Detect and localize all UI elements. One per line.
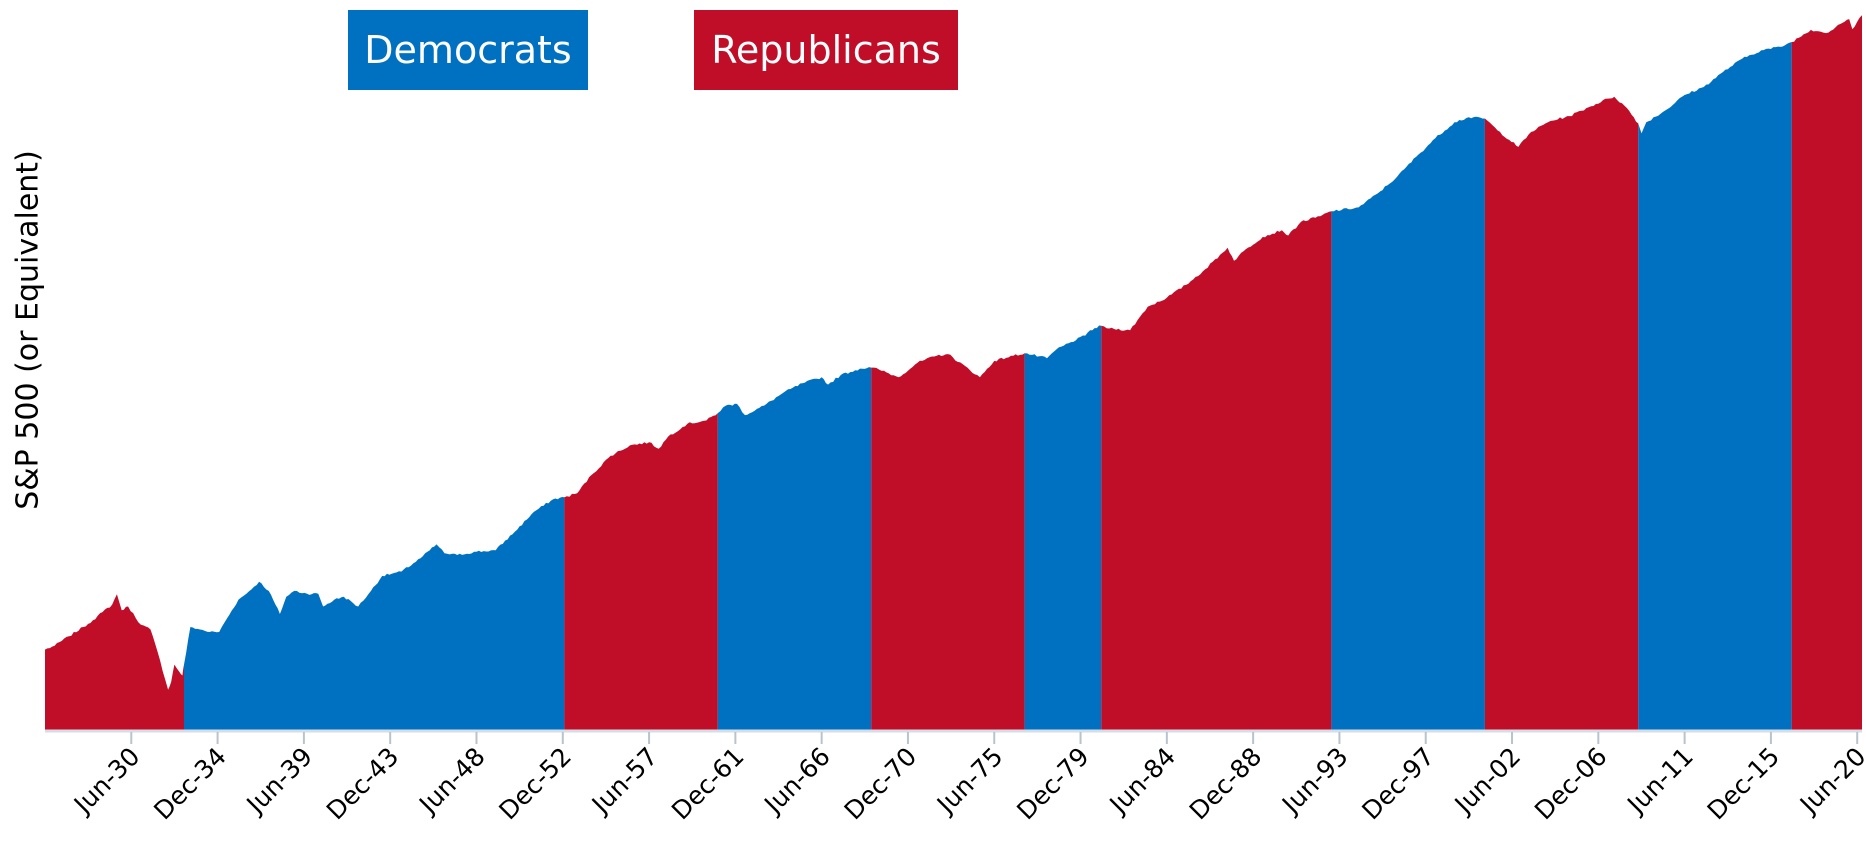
term-area-4-republicans [871, 353, 1025, 730]
x-tick-label: Jun-30 [67, 742, 145, 820]
x-tick-label: Dec-70 [839, 742, 923, 826]
x-axis-ticks: Jun-30 Dec-34 Jun-39 Dec-43 Jun-48 Dec-52 Jun-… [67, 732, 1866, 825]
x-tick-label: Dec-61 [666, 742, 750, 826]
legend-republicans: Republicans [694, 10, 958, 90]
x-tick-label: Dec-06 [1529, 742, 1613, 826]
term-area-3-democrats [717, 367, 872, 730]
x-tick-label: Dec-34 [148, 742, 232, 826]
x-tick-label: Jun-48 [412, 742, 490, 820]
term-area-10-republicans [1791, 15, 1862, 731]
term-area-8-republicans [1484, 96, 1639, 731]
term-area-6-republicans [1101, 211, 1332, 730]
x-tick-label: Jun-93 [1275, 742, 1353, 820]
x-tick-label: Dec-43 [321, 742, 405, 826]
x-tick-label: Dec-79 [1011, 742, 1095, 826]
x-tick-label: Dec-52 [493, 742, 577, 826]
x-tick-label: Dec-88 [1184, 742, 1268, 826]
party-area-bands [45, 15, 1862, 731]
x-tick-label: Jun-20 [1793, 742, 1866, 820]
x-tick-label: Jun-75 [930, 742, 1008, 820]
x-tick-label: Dec-15 [1702, 742, 1786, 826]
x-tick-label: Jun-57 [585, 742, 663, 820]
legend-democrats-label: Democrats [364, 28, 572, 72]
term-area-1-democrats [184, 497, 565, 730]
legend-democrats: Democrats [348, 10, 588, 90]
x-tick-label: Jun-66 [757, 742, 835, 820]
term-area-7-democrats [1331, 116, 1485, 730]
x-tick-label: Jun-39 [240, 742, 318, 820]
term-area-5-democrats [1024, 325, 1102, 730]
x-tick-label: Jun-84 [1103, 742, 1181, 820]
term-area-2-republicans [564, 413, 718, 730]
term-area-9-democrats [1638, 42, 1792, 730]
x-tick-label: Jun-11 [1620, 742, 1698, 820]
term-area-0-republicans [45, 594, 184, 730]
x-tick-label: Dec-97 [1356, 742, 1440, 826]
y-axis-label-text: S&P 500 (or Equivalent) [10, 150, 46, 510]
legend-republicans-label: Republicans [711, 28, 941, 72]
x-tick-label: Jun-02 [1448, 742, 1526, 820]
